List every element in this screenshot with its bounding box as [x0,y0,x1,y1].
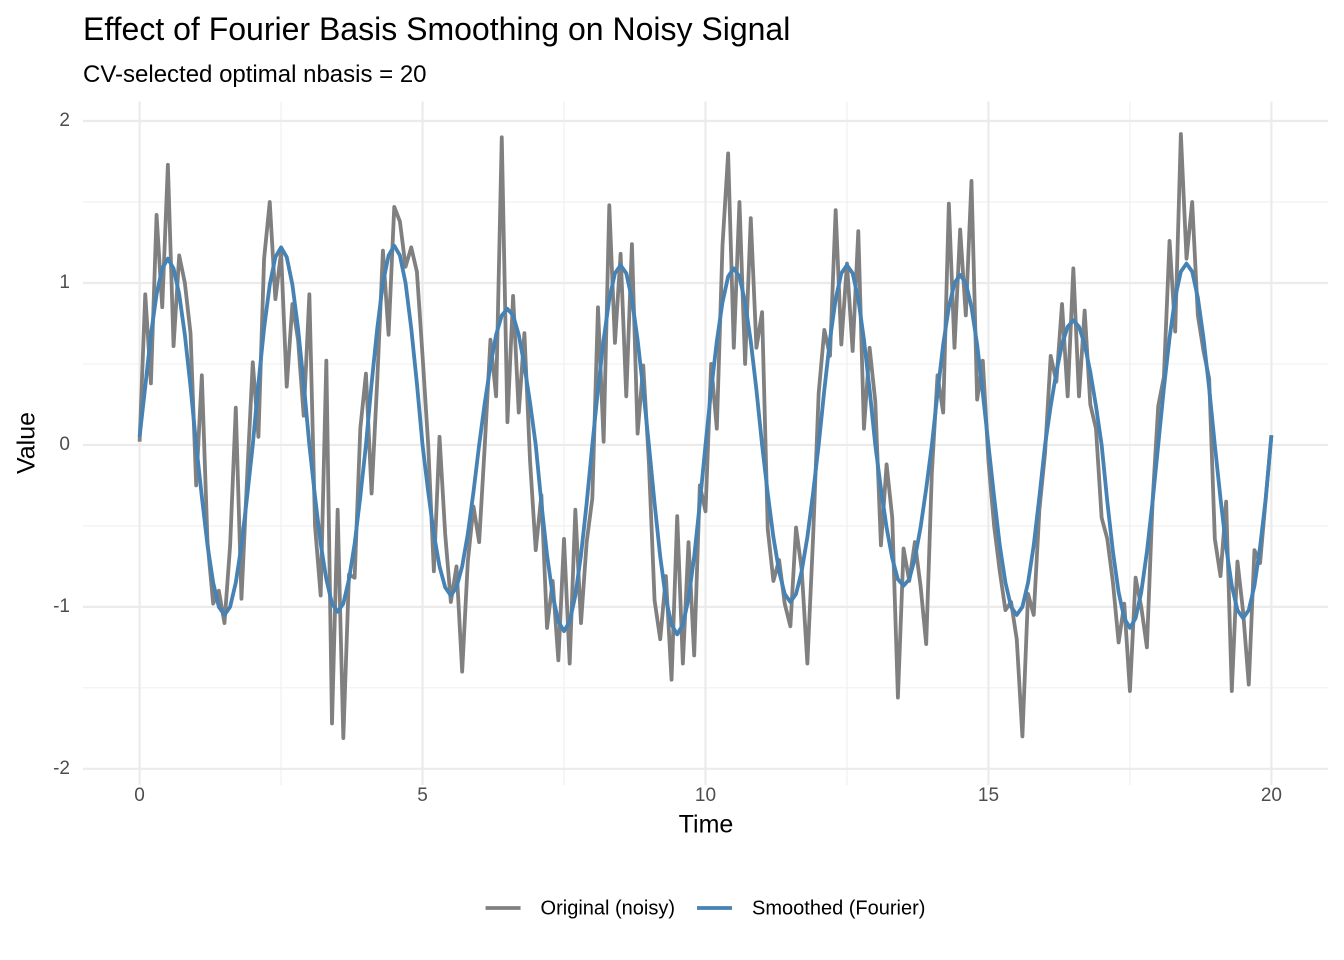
legend-text: Smoothed (Fourier) [752,897,925,919]
chart-subtitle: CV-selected optimal nbasis = 20 [83,61,427,88]
x-tick-label: 0 [134,785,145,806]
y-axis-title: Value [13,412,41,474]
x-axis-title: Time [679,811,734,839]
x-tick-label: 5 [417,785,428,806]
legend: Original (noisy) Smoothed (Fourier) [485,897,925,919]
x-tick-label: 20 [1261,785,1282,806]
x-tick-label: 15 [978,785,999,806]
chart-title: Effect of Fourier Basis Smoothing on Noi… [83,11,790,47]
x-tick-label: 10 [695,785,716,806]
plot-lines [137,132,1274,740]
legend-text: Original (noisy) [541,897,675,919]
y-tick-label: 1 [59,272,70,293]
y-tick-label: 0 [59,434,70,455]
y-tick-label: -1 [53,596,70,617]
series-line [137,243,1274,637]
y-tick-label: 2 [59,110,70,131]
y-tick-label: -2 [53,758,70,779]
